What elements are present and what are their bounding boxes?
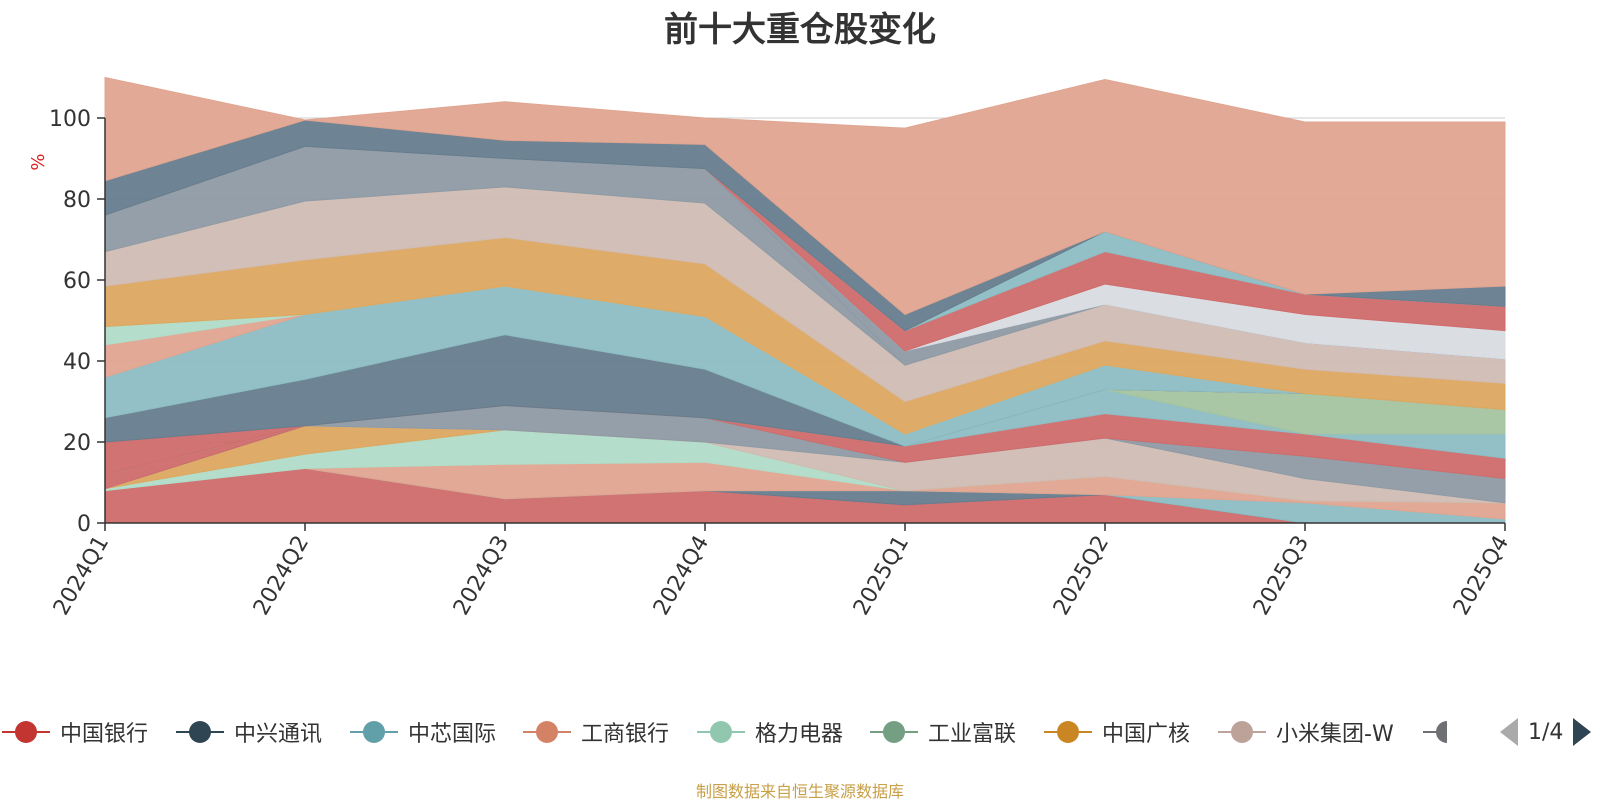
legend-marker-icon — [870, 712, 918, 752]
legend-pager: 1/4 — [1500, 712, 1592, 752]
x-tick-label: 2025Q2 — [1049, 532, 1114, 620]
y-tick-label: 40 — [63, 350, 91, 375]
chart-title: 前十大重仓股变化 — [664, 10, 936, 50]
legend-prev-page-icon[interactable] — [1500, 718, 1518, 746]
x-tick-label: 2024Q3 — [449, 532, 514, 620]
legend-item[interactable]: 中国广核 — [1044, 712, 1190, 752]
stacked-areas — [104, 76, 1506, 524]
legend-marker-icon — [2, 712, 50, 752]
legend-label: 格力电器 — [755, 722, 844, 747]
legend-marker-icon — [1218, 712, 1266, 752]
legend-item[interactable]: 格力电器 — [697, 712, 843, 752]
legend-marker-icon — [350, 712, 398, 752]
x-tick-label: 2025Q1 — [849, 532, 914, 620]
y-tick-label: 80 — [63, 188, 91, 213]
legend-page-info: 1/4 — [1528, 719, 1564, 745]
legend-label: 工业富联 — [928, 722, 1017, 747]
y-tick-label: 60 — [63, 269, 91, 294]
legend: 中国银行 中兴通讯 中芯国际 工商银行 格力电器 工业富联 中国广核 小米集团-W — [0, 712, 1600, 752]
y-tick-label: 0 — [77, 512, 91, 537]
y-tick-label: 100 — [49, 107, 91, 132]
legend-label: 中芯国际 — [408, 722, 497, 747]
legend-next-page-icon[interactable] — [1573, 718, 1592, 746]
legend-item[interactable]: 工商银行 — [523, 712, 669, 752]
legend-marker-icon — [1423, 712, 1447, 752]
y-axis-label: % — [28, 153, 49, 170]
legend-item[interactable]: 小米集团-W — [1218, 712, 1394, 752]
area-chart: 0 20 40 60 80 100 2024Q1 2024Q2 2024Q3 2024Q4 2025… — [28, 76, 1514, 620]
legend-label: 工商银行 — [581, 722, 670, 747]
legend-marker-icon — [1044, 712, 1092, 752]
legend-item[interactable]: 中芯国际 — [350, 712, 496, 752]
x-tick-label: 2025Q3 — [1249, 532, 1314, 620]
legend-item[interactable] — [1423, 712, 1447, 752]
legend-marker-icon — [523, 712, 571, 752]
legend-label: 中国广核 — [1102, 722, 1191, 747]
area-series-其他[interactable] — [104, 76, 1506, 316]
legend-item[interactable]: 工业富联 — [870, 712, 1016, 752]
legend-label: 中国银行 — [60, 722, 149, 747]
legend-marker-icon — [176, 712, 224, 752]
x-tick-label: 2024Q1 — [49, 532, 114, 620]
x-tick-label: 2025Q4 — [1449, 532, 1514, 620]
legend-item[interactable]: 中国银行 — [2, 712, 148, 752]
data-source-note: 制图数据来自恒生聚源数据库 — [695, 782, 904, 801]
x-tick-label: 2024Q2 — [249, 532, 314, 620]
legend-label: 中兴通讯 — [234, 722, 323, 747]
x-tick-label: 2024Q4 — [649, 532, 714, 620]
y-tick-label: 20 — [63, 431, 91, 456]
legend-item[interactable]: 中兴通讯 — [176, 712, 322, 752]
legend-label: 小米集团-W — [1276, 722, 1394, 747]
legend-marker-icon — [697, 712, 745, 752]
